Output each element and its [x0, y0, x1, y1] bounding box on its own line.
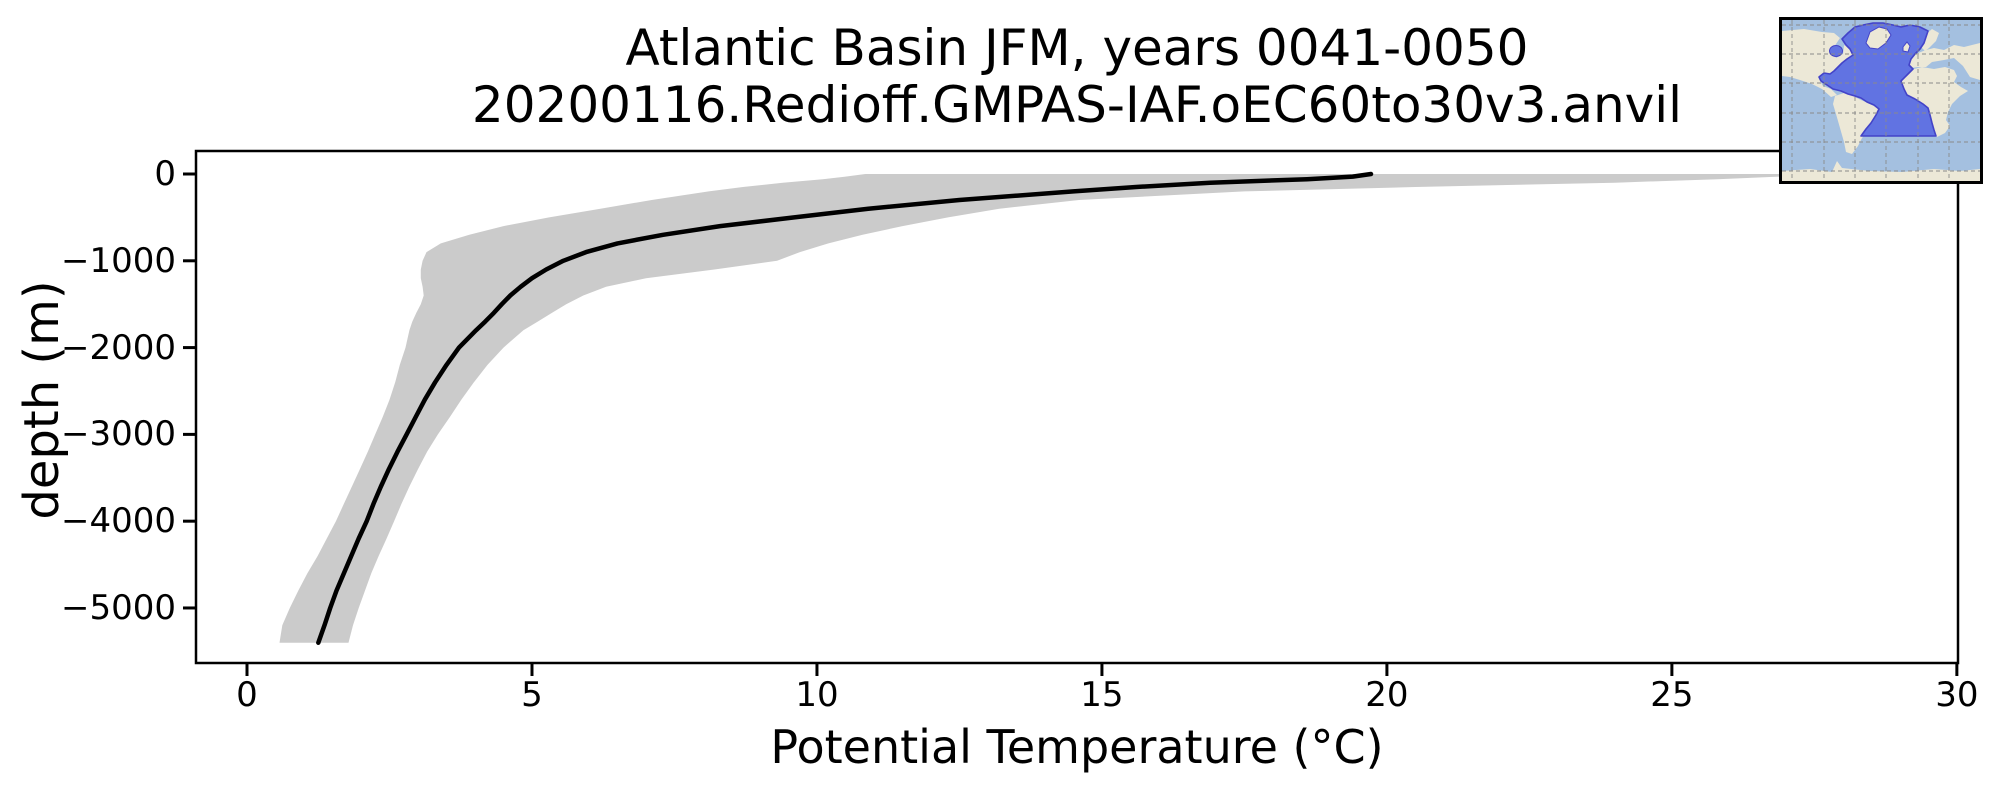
- temperature-range-band: [279, 174, 1875, 643]
- axes-spines: [194, 149, 1960, 665]
- map-land-over-highlight: [1865, 26, 1911, 53]
- x-tick-marks: [245, 664, 1959, 676]
- x-tick-label: 30: [1935, 675, 1979, 715]
- world-map-svg: [1782, 20, 1980, 181]
- map-land: [1782, 29, 1980, 181]
- x-tick-label: 0: [236, 675, 258, 715]
- y-tick-label: 0: [154, 154, 176, 194]
- map-greenland: [1865, 26, 1892, 50]
- map-hudson-bay-highlight: [1829, 45, 1843, 57]
- map-gridlines: [1782, 20, 1980, 181]
- x-tick-label: 5: [521, 675, 543, 715]
- x-tick-label: 15: [1080, 675, 1124, 715]
- x-tick-label: 20: [1365, 675, 1409, 715]
- y-tick-label: −3000: [60, 414, 176, 455]
- x-tick-label: 25: [1650, 675, 1694, 715]
- y-tick-marks: [183, 172, 195, 610]
- chart-title-line2: 20200116.Redioff.GMPAS-IAF.oEC60to30v3.a…: [471, 76, 1683, 134]
- x-axis-label: Potential Temperature (°C): [770, 720, 1384, 774]
- x-tick-label: 10: [795, 675, 839, 715]
- y-tick-label: −1000: [60, 240, 176, 281]
- y-tick-label: −4000: [60, 501, 176, 542]
- map-british-isles: [1902, 41, 1911, 53]
- y-tick-label: −5000: [60, 587, 176, 628]
- inset-map: [1779, 17, 1983, 184]
- chart-title: Atlantic Basin JFM, years 0041-0050 2020…: [196, 20, 1958, 134]
- chart-title-line1: Atlantic Basin JFM, years 0041-0050: [625, 19, 1529, 77]
- mean-temperature-line: [316, 171, 1374, 645]
- y-tick-label: −2000: [60, 327, 176, 368]
